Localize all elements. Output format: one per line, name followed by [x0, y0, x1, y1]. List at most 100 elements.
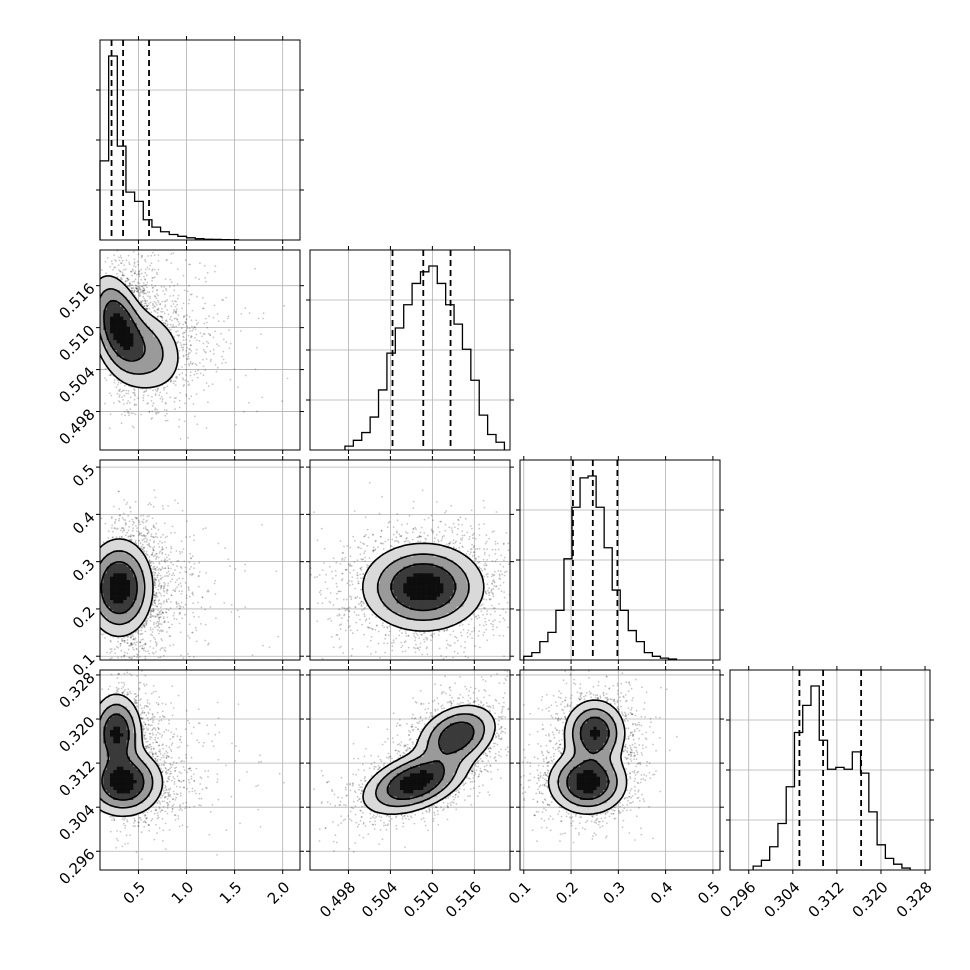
density-cell [130, 353, 134, 357]
sample-point [166, 323, 169, 326]
sample-point [155, 304, 158, 306]
density-cell [110, 293, 114, 297]
sample-point [141, 303, 144, 306]
density-cell [133, 360, 137, 364]
density-cell [123, 313, 127, 317]
density-cell [103, 303, 107, 307]
sample-point [136, 653, 138, 656]
sample-point [154, 651, 157, 653]
sample-point [132, 665, 134, 667]
sample-point [177, 335, 180, 337]
sample-point [164, 553, 167, 556]
sample-point [156, 615, 158, 618]
sample-point [173, 336, 176, 338]
sample-point [143, 535, 145, 537]
sample-point [126, 501, 129, 504]
sample-point [186, 520, 188, 522]
panel-frame [99, 249, 301, 451]
sample-point [109, 392, 111, 394]
sample-point [162, 654, 165, 657]
sample-point [133, 641, 136, 644]
sample-point [153, 254, 156, 256]
density-cell [106, 280, 111, 284]
sample-point [115, 662, 117, 664]
sample-point [122, 274, 125, 277]
density-cell [136, 320, 141, 324]
sample-point [185, 322, 187, 324]
density-cell [103, 293, 107, 297]
sample-point [171, 325, 174, 328]
sample-point [127, 278, 130, 281]
sample-point [322, 316, 324, 318]
sample-point [187, 353, 190, 356]
sample-point [148, 652, 151, 655]
sample-point [159, 397, 162, 400]
sample-point [176, 586, 179, 588]
sample-point [146, 554, 149, 556]
sample-point [144, 528, 147, 530]
sample-point [205, 382, 208, 384]
density-cell [163, 333, 167, 337]
density-cell [156, 366, 161, 371]
sample-point [141, 632, 144, 635]
sample-point [138, 521, 141, 524]
sample-point [165, 409, 168, 411]
sample-point [166, 571, 168, 574]
contour-line [103, 299, 146, 362]
density-cell [146, 353, 151, 357]
sample-point [197, 601, 199, 604]
sample-point [157, 315, 160, 317]
sample-point [155, 556, 158, 559]
sample-point [163, 594, 166, 597]
sample-point [126, 411, 129, 414]
density-cell [143, 380, 147, 384]
sample-point [119, 514, 122, 517]
sample-point [110, 373, 113, 376]
density-cell [140, 320, 144, 324]
sample-point [187, 355, 190, 358]
density-cell [143, 356, 147, 361]
density-cell [133, 383, 137, 387]
density-cell [146, 320, 151, 324]
sample-point [143, 292, 145, 295]
density-cell [150, 343, 154, 347]
sample-point [129, 506, 131, 508]
sample-point [158, 618, 161, 621]
density-cell [126, 356, 131, 361]
sample-point [175, 311, 177, 313]
sample-point [214, 265, 217, 268]
sample-point [163, 586, 166, 589]
density-cell [113, 310, 117, 314]
density-cell [163, 343, 167, 347]
sample-point [222, 358, 225, 361]
sample-point [176, 319, 179, 321]
sample-point [135, 285, 138, 287]
sample-point [152, 505, 155, 508]
sample-point [170, 315, 172, 318]
sample-point [202, 348, 205, 351]
sample-point [152, 636, 155, 639]
sample-point [158, 626, 161, 629]
sample-point [150, 553, 153, 556]
sample-point [143, 644, 145, 646]
sample-point [137, 397, 139, 400]
sample-point [146, 305, 149, 308]
sample-point [205, 340, 208, 343]
density-cell [123, 366, 127, 371]
sample-point [113, 266, 115, 269]
sample-point [157, 307, 160, 310]
density-cell [146, 360, 151, 364]
density-cell [156, 346, 161, 351]
sample-point [169, 551, 172, 553]
sample-point [157, 623, 160, 626]
sample-point [200, 606, 203, 609]
sample-point [162, 612, 165, 614]
density-cell [100, 280, 104, 284]
sample-point [123, 641, 126, 644]
sample-point [234, 568, 237, 570]
density-cell [126, 353, 131, 357]
sample-point [169, 380, 172, 383]
density-cell [106, 303, 111, 307]
sample-point [157, 609, 159, 612]
density-cell [163, 350, 167, 354]
